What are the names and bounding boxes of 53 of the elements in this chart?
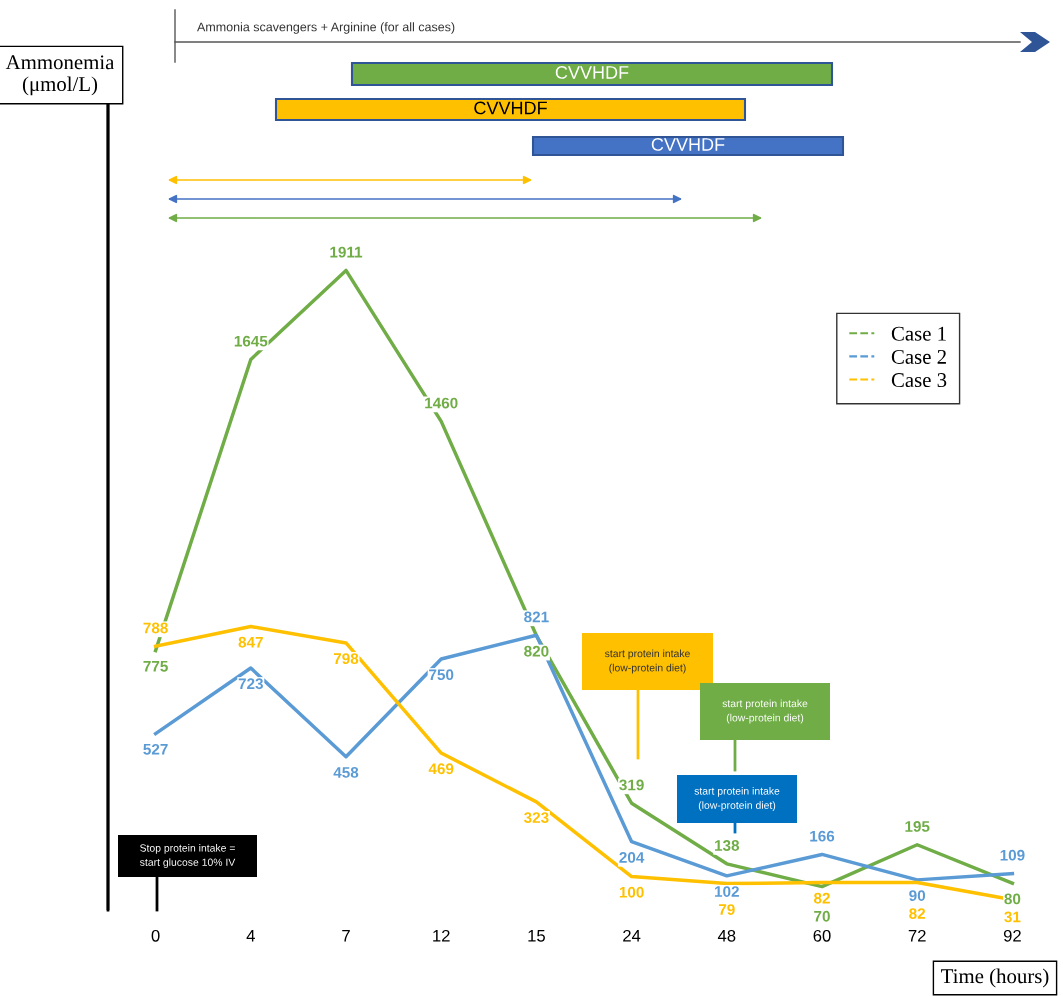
data-label: 166 — [810, 830, 835, 842]
data-label: 31 — [1004, 911, 1021, 923]
data-label: 82 — [813, 892, 830, 904]
x-tick-label: 60 — [813, 929, 831, 942]
data-label: 138 — [715, 840, 740, 851]
data-label: 775 — [143, 661, 168, 672]
annotation: start protein intake (low-protein diet) — [694, 787, 780, 811]
data-label: 847 — [238, 636, 263, 648]
data-label: 458 — [333, 767, 359, 778]
data-label: 204 — [619, 852, 645, 863]
data-label: 798 — [333, 653, 359, 665]
data-label: 79 — [718, 904, 735, 915]
data-label: 723 — [238, 678, 263, 690]
legend-label: Case 2 — [891, 349, 946, 364]
data-label: 100 — [619, 886, 644, 898]
y-axis-title: Ammonemia (μmol/L) — [5, 55, 115, 96]
text: CVVHDF — [555, 66, 629, 79]
x-tick-label: 72 — [908, 929, 926, 942]
legend-label: Case 1 — [891, 326, 946, 341]
annotation: CVVHDF — [474, 101, 547, 115]
annotation: start protein intake (low-protein diet) — [604, 649, 690, 674]
data-label: 80 — [1004, 893, 1021, 905]
data-label: 820 — [524, 645, 549, 657]
data-label: 1645 — [234, 335, 268, 347]
x-tick-label: 92 — [1003, 929, 1021, 942]
data-label: 82 — [909, 908, 926, 919]
x-tick-label: 0 — [151, 929, 160, 942]
data-label: 1911 — [330, 246, 363, 258]
data-label: 750 — [429, 669, 454, 681]
text: Ammonia scavengers + Arginine (for all cases) — [197, 22, 455, 34]
data-label: 90 — [909, 890, 926, 901]
annotation: start protein intake (low-protein diet) — [722, 699, 808, 724]
data-label: 788 — [143, 622, 168, 634]
data-label: 323 — [524, 812, 549, 824]
data-label: 195 — [905, 821, 930, 832]
data-label: 102 — [715, 886, 739, 897]
x-tick-label: 12 — [433, 929, 450, 942]
annotation: CVVHDF — [651, 138, 725, 151]
x-axis-title: Time (hours) — [941, 968, 1049, 988]
x-tick-label: 15 — [528, 930, 545, 942]
legend-label: Case 3 — [891, 373, 947, 388]
data-label: 70 — [814, 910, 830, 922]
data-label: 1460 — [425, 397, 458, 409]
data-label: 109 — [1000, 849, 1025, 861]
data-label: 319 — [619, 779, 644, 791]
x-tick-label: 4 — [246, 930, 255, 942]
data-label: 469 — [428, 763, 454, 775]
data-label: 527 — [143, 743, 168, 755]
x-tick-label: 24 — [623, 929, 641, 942]
annotation: Stop protein intake = start glucose 10% IV — [140, 844, 236, 868]
data-label: 821 — [524, 611, 549, 623]
x-tick-label: 48 — [717, 929, 736, 942]
x-tick-label: 7 — [342, 930, 350, 942]
